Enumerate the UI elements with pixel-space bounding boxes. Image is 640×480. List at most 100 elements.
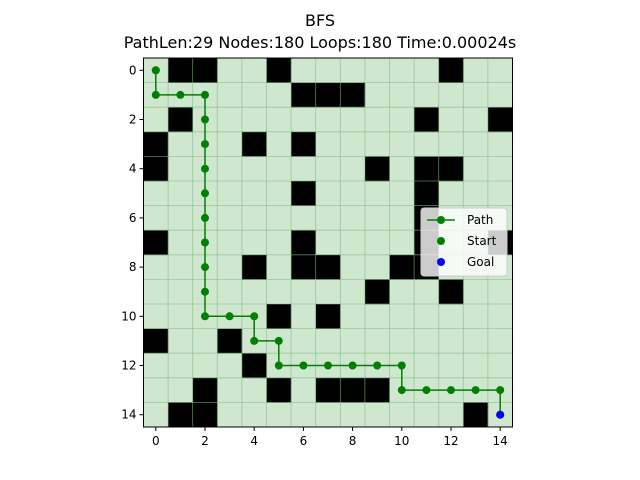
wall-cell — [364, 279, 390, 305]
wall-cell — [315, 254, 341, 280]
wall-cell — [192, 58, 218, 83]
wall-cell — [217, 328, 243, 354]
wall-cell — [291, 254, 316, 280]
chart-title: BFS — [304, 11, 336, 30]
wall-cell — [266, 377, 292, 403]
wall-cell — [266, 304, 292, 329]
path-point — [299, 361, 308, 370]
wall-cell — [438, 156, 464, 182]
wall-cell — [241, 353, 267, 379]
y-axis-ticks: 0 2 4 6 8 10 12 14 — [121, 63, 144, 422]
path-point — [201, 164, 209, 173]
wall-cell — [438, 58, 464, 83]
axes-frame — [143, 57, 513, 428]
legend-path-marker — [437, 216, 445, 224]
axes-border — [143, 57, 513, 428]
wall-cell — [143, 230, 169, 256]
path-point — [201, 287, 209, 296]
wall-cell — [340, 82, 366, 108]
wall-cell — [414, 156, 439, 182]
y-tick-label: 2 — [129, 113, 137, 127]
path-point — [201, 263, 209, 272]
path-point — [201, 238, 209, 247]
wall-cell — [143, 328, 169, 354]
wall-cell — [168, 402, 193, 428]
wall-cell — [143, 156, 169, 182]
path-point — [250, 312, 259, 321]
x-tick-label: 2 — [201, 434, 209, 448]
x-tick-label: 10 — [394, 434, 409, 448]
legend-start-label: Start — [467, 234, 497, 248]
x-tick-label: 0 — [152, 434, 160, 448]
wall-cell — [315, 304, 341, 329]
wall-cell — [168, 107, 193, 133]
start-point — [151, 66, 160, 75]
wall-cell — [389, 254, 415, 280]
wall-cell — [192, 377, 218, 403]
legend-path-label: Path — [467, 213, 493, 227]
wall-cell — [291, 181, 316, 206]
chart-subtitle: PathLen:29 Nodes:180 Loops:180 Time:0.00… — [123, 33, 517, 52]
path-point — [496, 386, 505, 395]
legend-start-marker — [437, 237, 445, 245]
wall-cell — [340, 377, 366, 403]
legend: Path Start Goal — [420, 207, 508, 277]
x-tick-label: 8 — [349, 434, 357, 448]
path-point — [422, 386, 431, 395]
wall-cell — [438, 279, 464, 305]
path-point — [201, 213, 209, 222]
path-point — [225, 312, 234, 321]
path-point — [201, 115, 209, 124]
wall-cell — [291, 82, 316, 108]
path-point — [274, 336, 283, 345]
path-point — [201, 312, 209, 321]
path-point — [373, 361, 382, 370]
wall-cell — [192, 402, 218, 428]
path-point — [201, 140, 209, 149]
path-point — [201, 90, 209, 99]
y-tick-label: 8 — [129, 260, 137, 274]
path-point — [471, 386, 480, 395]
path-point — [397, 361, 406, 370]
wall-cell — [315, 82, 341, 108]
y-tick-label: 14 — [121, 408, 136, 422]
goal-point — [496, 410, 505, 419]
wall-cell — [315, 377, 341, 403]
wall-cell — [487, 107, 513, 133]
path-point — [324, 361, 332, 370]
wall-cell — [414, 181, 439, 206]
wall-cell — [291, 131, 316, 157]
path-point — [397, 386, 406, 395]
wall-cell — [168, 58, 193, 83]
wall-cell — [241, 131, 267, 157]
x-tick-label: 12 — [443, 434, 458, 448]
x-tick-label: 4 — [250, 434, 258, 448]
y-tick-label: 0 — [129, 63, 137, 77]
y-tick-label: 6 — [129, 211, 137, 225]
path-point — [250, 336, 259, 345]
wall-cell — [143, 131, 169, 157]
wall-cell — [364, 377, 390, 403]
y-tick-label: 12 — [121, 359, 136, 373]
wall-cell — [291, 230, 316, 256]
x-tick-label: 6 — [300, 434, 308, 448]
path-point — [447, 386, 455, 395]
wall-cell — [414, 107, 439, 133]
wall-cell — [364, 156, 390, 182]
path-point — [176, 90, 185, 99]
legend-goal-label: Goal — [467, 255, 494, 269]
x-axis-ticks: 0 2 4 6 8 10 12 14 — [152, 427, 508, 448]
y-tick-label: 10 — [121, 309, 136, 323]
path-series — [151, 66, 505, 419]
legend-goal-marker — [437, 258, 445, 266]
x-tick-label: 14 — [493, 434, 508, 448]
y-tick-label: 4 — [129, 162, 137, 176]
path-point — [348, 361, 357, 370]
path-point — [274, 361, 283, 370]
path-point — [201, 189, 209, 198]
wall-cell — [241, 254, 267, 280]
wall-cell — [463, 402, 489, 428]
path-point — [151, 90, 160, 99]
wall-cell — [266, 58, 292, 83]
